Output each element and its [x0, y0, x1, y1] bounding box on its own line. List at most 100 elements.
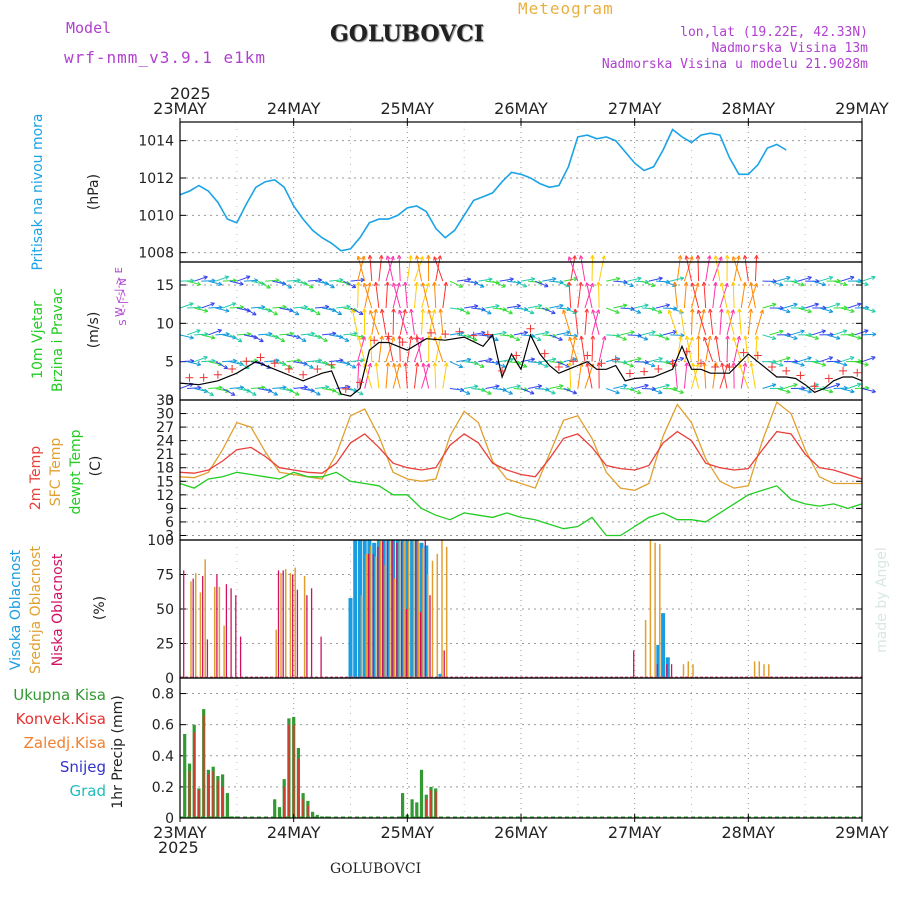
wind-arrow: [520, 334, 535, 337]
wind-arrow: [826, 383, 840, 389]
wind-arrowhead: [800, 329, 805, 334]
wind-arrow: [535, 388, 550, 391]
gust-marker: [284, 364, 293, 373]
wind-arrow: [549, 334, 563, 341]
wind-arrowhead: [530, 277, 536, 282]
wind-arrowhead: [658, 356, 663, 362]
wind-arrowhead: [355, 281, 361, 286]
wind-arrowhead: [800, 282, 805, 287]
wind-arrowhead: [713, 281, 718, 287]
wind-arrowhead: [353, 331, 358, 336]
wind-arrow: [833, 330, 848, 336]
wind-arrow: [586, 282, 593, 309]
wind-arrow: [598, 281, 600, 309]
x-tick-label-top: 27MAY: [608, 99, 662, 118]
wind-arrow: [535, 331, 550, 336]
wind-arrow: [485, 385, 500, 389]
wind-arrowhead: [849, 356, 855, 361]
wind-arrow: [399, 335, 401, 362]
wind-arrowhead: [736, 335, 741, 341]
wind-arrow: [215, 276, 229, 282]
wind-arrow: [584, 283, 594, 309]
wind-arrowhead: [245, 275, 251, 280]
wind-arrow: [378, 255, 383, 282]
wind-arrowhead: [679, 389, 684, 394]
wind-arrowhead: [367, 254, 373, 260]
convective-precip-bar: [221, 786, 224, 818]
wind-arrowhead: [589, 282, 594, 288]
convective-precip-bar: [212, 771, 215, 818]
wind-arrow: [691, 308, 693, 335]
wind-arrowhead: [259, 338, 264, 343]
wind-arrowhead: [857, 302, 862, 307]
wind-arrow: [179, 334, 194, 339]
wind-arrow: [747, 308, 752, 335]
gust-marker: [199, 373, 208, 382]
wind-arrow: [215, 361, 228, 370]
wind-arrowhead: [572, 335, 578, 341]
x-tick-label-bottom: 25MAY: [381, 823, 435, 842]
wind-arrowhead: [821, 281, 827, 287]
wind-arrowhead: [361, 336, 366, 341]
wind-arrowhead: [237, 338, 243, 343]
wind-arrow: [620, 280, 634, 287]
wind-arrow: [351, 309, 359, 335]
wind-arrow: [627, 277, 642, 282]
wind-arrowhead: [748, 308, 753, 313]
gust-marker: [696, 359, 705, 368]
high-cloud-bar: [386, 540, 391, 678]
wind-arrow: [350, 307, 364, 315]
wind-arrowhead: [402, 309, 407, 314]
wind-arrowhead: [217, 329, 222, 334]
wind-panel: 0 5 10 15: [156, 254, 877, 409]
wind-arrow: [208, 329, 222, 336]
wind-arrow: [542, 388, 556, 395]
wind-arrow: [668, 310, 678, 335]
wind-arrow: [562, 309, 572, 335]
convective-precip-bar: [430, 790, 432, 818]
wind-arrow: [709, 308, 714, 335]
wind-arrow: [179, 302, 194, 309]
wind-arrow: [740, 282, 746, 309]
wind-arrow: [797, 357, 812, 363]
y-tick-label: 0.2: [152, 780, 174, 796]
wind-arrow: [186, 329, 201, 336]
y-tick-label: 5: [165, 355, 174, 371]
wind-arrows: [179, 254, 877, 396]
wind-arrowhead: [487, 390, 492, 395]
convective-precip-bar: [283, 786, 286, 818]
y-tick-label: 30: [156, 407, 174, 423]
wind-arrowhead: [736, 255, 741, 260]
precip-legend-item: Grad: [69, 782, 106, 800]
y-tick-label: 75: [156, 568, 174, 584]
wind-arrow: [478, 358, 493, 363]
wind-arrow: [499, 307, 513, 315]
wind-arrowhead: [786, 356, 791, 361]
wind-arrowhead: [590, 254, 595, 260]
wind-arrowhead: [718, 256, 723, 261]
wind-arrow: [528, 361, 543, 364]
wind-arrow: [187, 306, 202, 309]
wind-arrow: [819, 356, 833, 363]
wind-arrow: [580, 255, 586, 282]
pressure-line: [179, 128, 787, 252]
wind-arrowhead: [601, 255, 606, 260]
page-title: GOLUBOVCI: [330, 21, 485, 47]
wind-arrow: [591, 335, 594, 362]
wind-arrow: [187, 387, 202, 389]
wind-arrowhead: [578, 255, 584, 260]
wind-arrow: [386, 255, 394, 282]
wind-arrowhead: [373, 308, 378, 314]
wind-arrow: [201, 334, 216, 339]
wind-arrow: [222, 302, 236, 309]
wind-arrow: [703, 337, 714, 362]
convective-precip-bar: [306, 805, 309, 818]
wind-arrow: [620, 331, 635, 336]
y-tick-label: 9: [165, 501, 174, 517]
wind-arrow: [620, 307, 635, 310]
wind-arrowhead: [749, 362, 754, 367]
total-precip-bar: [273, 799, 277, 818]
wind-arrow: [683, 256, 693, 282]
wind-arrowhead: [814, 335, 819, 340]
wind-arrowhead: [742, 362, 748, 367]
